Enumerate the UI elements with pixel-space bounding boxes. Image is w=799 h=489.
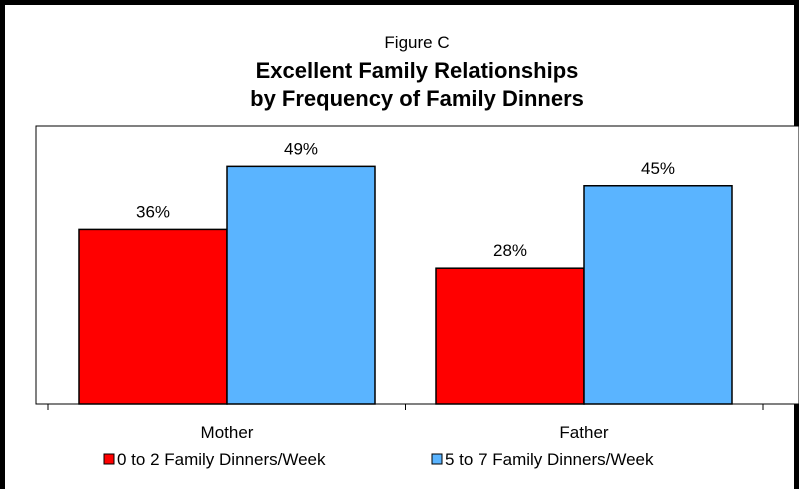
category-label-father: Father bbox=[559, 423, 608, 442]
chart-title-line2: by Frequency of Family Dinners bbox=[250, 86, 584, 111]
legend-swatch-low bbox=[103, 453, 115, 465]
bar-high-father bbox=[583, 185, 733, 405]
data-label-low-mother: 36% bbox=[136, 202, 170, 221]
chart-title-line1: Excellent Family Relationships bbox=[256, 58, 579, 83]
bar-high-mother bbox=[226, 165, 376, 405]
bar-low-father bbox=[435, 267, 585, 405]
data-label-low-father: 28% bbox=[493, 241, 527, 260]
bar-low-mother bbox=[78, 228, 228, 405]
figure-label: Figure C bbox=[384, 33, 449, 52]
data-label-high-father: 45% bbox=[641, 159, 675, 178]
data-label-high-mother: 49% bbox=[284, 139, 318, 158]
category-label-mother: Mother bbox=[201, 423, 254, 442]
legend-swatch-high bbox=[431, 453, 443, 465]
legend-label-low: 0 to 2 Family Dinners/Week bbox=[117, 450, 326, 469]
legend-label-high: 5 to 7 Family Dinners/Week bbox=[445, 450, 654, 469]
